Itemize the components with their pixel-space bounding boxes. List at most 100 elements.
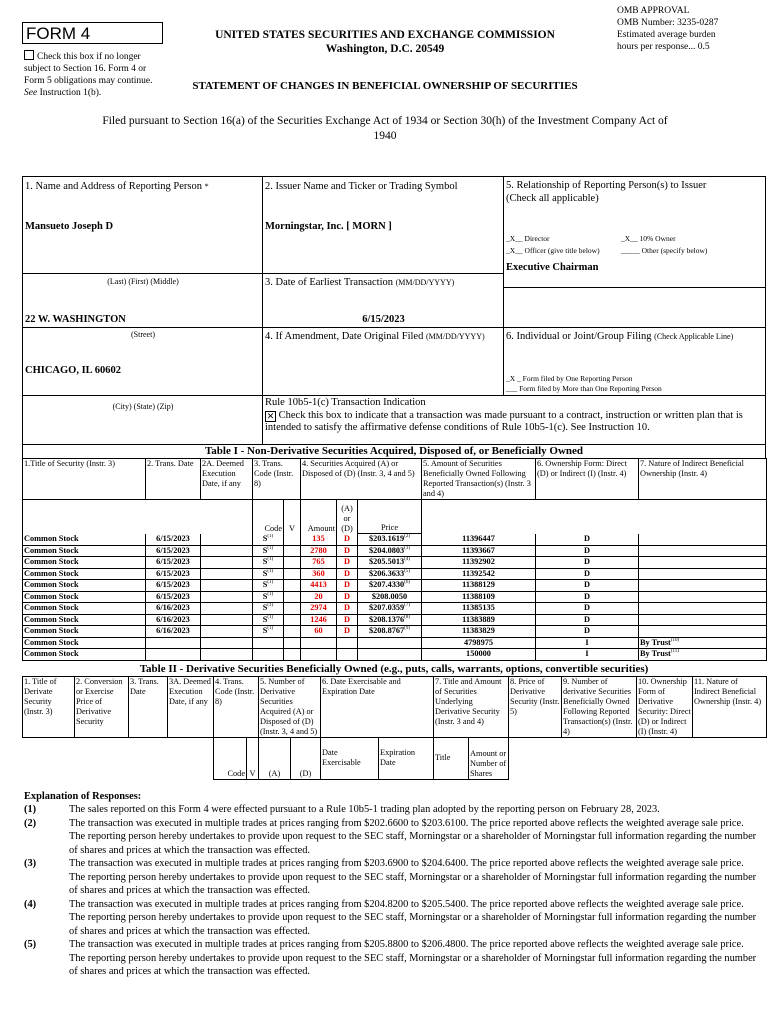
footnote-ref[interactable]: (6) — [404, 580, 411, 586]
cell-nature — [638, 533, 767, 546]
cell-amount: 2780 — [300, 545, 337, 557]
footnote-ref[interactable]: (1) — [267, 557, 274, 563]
cell-price-value: $206.3633 — [368, 568, 405, 578]
cell-ad-value: D — [344, 580, 350, 589]
cell-title: Common Stock — [22, 614, 146, 626]
cell-code: S(1) — [252, 625, 284, 638]
cell-deemed — [200, 625, 253, 638]
footnote-ref[interactable]: (1) — [267, 545, 274, 551]
footnote-ref[interactable]: (3) — [404, 545, 411, 551]
cell-deemed — [200, 579, 253, 592]
filing-label: 6. Individual or Joint/Group Filing — [506, 331, 652, 342]
officer-check[interactable]: _X__ Officer (give title below) — [506, 246, 600, 255]
footnote-ref[interactable]: (1) — [267, 568, 274, 574]
section16-checkbox[interactable] — [24, 50, 34, 60]
cell-title-value: Common Stock — [24, 591, 79, 601]
t2-sub-code: Code — [213, 737, 247, 780]
earliest-date-label: 3. Date of Earliest Transaction — [265, 277, 394, 288]
cell-date: 6/16/2023 — [145, 602, 201, 615]
t1-header-acquired: 4. Securities Acquired (A) or Disposed o… — [300, 458, 422, 500]
table2-caption: Table II - Derivative Securities Benefic… — [139, 662, 649, 675]
cell-code-value: S — [262, 614, 268, 624]
t1-sub-ad: (A) or (D) — [336, 499, 358, 534]
footnote-ref[interactable]: (5) — [404, 568, 411, 574]
cell-form: D — [535, 568, 639, 580]
cell-owned-value: 150000 — [466, 649, 491, 658]
footnote-ref[interactable]: (2) — [404, 534, 411, 540]
cell-code: S(1) — [252, 579, 284, 592]
cell-price: $207.0359(7) — [357, 602, 422, 615]
footnote-ref[interactable]: (1) — [267, 603, 274, 609]
footnote-ref[interactable]: (11) — [670, 649, 679, 655]
city-value: CHICAGO, IL 60602 — [25, 365, 121, 376]
relationship-section: 5. Relationship of Reporting Person(s) t… — [504, 177, 765, 288]
cell-ad-value: D — [344, 533, 350, 543]
cell-price-value: $204.0803 — [368, 545, 405, 555]
table-row: Common Stock 6/15/2023 S(1) 4413 D $207.4330(… — [22, 579, 767, 592]
one-person-check[interactable]: _X _ Form filed by One Reporting Person — [506, 374, 633, 383]
omb-line: OMB APPROVAL — [617, 6, 690, 16]
table-row: Common Stock 6/15/2023 S(1) 765 D $205.5013(4… — [22, 556, 767, 569]
cell-form: D — [535, 591, 639, 603]
footnote-number: (5) — [24, 939, 37, 950]
omb-line: hours per response... 0.5 — [617, 42, 710, 52]
director-check[interactable]: _X__ Director — [506, 234, 550, 243]
multi-person-check[interactable]: ___ Form filed by More than One Reportin… — [506, 383, 662, 393]
cell-v — [283, 579, 301, 592]
cell-owned-value: 11385135 — [462, 603, 495, 612]
relationship-sub: (Check all applicable) — [506, 193, 599, 204]
cell-deemed — [200, 545, 253, 557]
see-text: See — [24, 88, 38, 98]
cell-deemed — [200, 568, 253, 580]
footnote-ref[interactable]: (1) — [267, 533, 274, 539]
amendment-label: 4. If Amendment, Date Original Filed — [265, 331, 424, 342]
table2: 1. Title of Derivate Security (Instr. 3)… — [22, 675, 768, 780]
cell-code-value: S — [262, 603, 268, 612]
cell-ad: D — [336, 591, 358, 603]
agency-name: UNITED STATES SECURITIES AND EXCHANGE CO… — [215, 29, 555, 41]
t2-header-date: 3. Trans. Date — [128, 675, 168, 738]
footnote-ref[interactable]: (10) — [670, 637, 680, 643]
cell-amount-value: 4413 — [310, 580, 327, 589]
cell-amount: 60 — [300, 625, 337, 638]
rule-label: Rule 10b5-1(c) Transaction Indication — [265, 397, 426, 408]
t2-sub-expiration: Expiration Date — [378, 737, 435, 780]
cell-amount: 2974 — [300, 602, 337, 615]
city-hint: (City) (State) (Zip) — [23, 395, 263, 412]
cell-title: Common Stock — [22, 648, 146, 661]
footnote-ref[interactable]: (4) — [404, 557, 411, 563]
cell-title: Common Stock — [22, 625, 146, 638]
other-check[interactable]: _____ Other (specify below) — [621, 246, 708, 255]
cell-amount-value: 765 — [312, 557, 325, 566]
table-row: Common Stock 150000 I By Trust(11) — [22, 648, 767, 661]
rule-checkbox-checked-icon[interactable]: ✕ — [265, 410, 276, 422]
cell-form: D — [535, 602, 639, 615]
footnote-ref[interactable]: (1) — [267, 614, 274, 620]
footnote-ref[interactable]: (8) — [404, 614, 411, 620]
footnote-ref[interactable]: (1) — [267, 580, 274, 586]
cell-form-value: I — [585, 649, 589, 658]
cell-owned-value: 11392902 — [462, 557, 495, 566]
cell-date-value: 6/15/2023 — [156, 545, 190, 555]
cell-price: $208.0050 — [357, 591, 422, 603]
cell-ad: D — [336, 614, 358, 626]
footnote-ref[interactable]: (9) — [404, 626, 411, 632]
table-row: Common Stock 6/15/2023 S(1) 135 D $203.1619(2… — [22, 533, 767, 546]
t2-header-code: 4. Trans. Code (Instr. 8) — [213, 675, 259, 738]
cell-nature: By Trust(11) — [638, 648, 767, 661]
cell-amount-value: 360 — [312, 568, 325, 578]
footnote-ref[interactable]: (1) — [267, 591, 274, 597]
cell-code-value: S — [262, 557, 268, 566]
footnote-ref[interactable]: (7) — [404, 603, 411, 609]
cell-date-value: 6/15/2023 — [156, 533, 190, 543]
ten-percent-owner-check[interactable]: _X__ 10% Owner — [621, 234, 676, 243]
cell-code — [252, 648, 284, 661]
cell-date-value: 6/16/2023 — [156, 614, 190, 624]
cell-form: D — [535, 545, 639, 557]
cell-price — [357, 648, 422, 661]
footnote-ref[interactable]: (1) — [267, 626, 274, 632]
cell-v — [283, 625, 301, 638]
cell-code: S(1) — [252, 602, 284, 615]
cell-nature — [638, 568, 767, 580]
table1-caption: Table I - Non-Derivative Securities Acqu… — [204, 445, 584, 457]
